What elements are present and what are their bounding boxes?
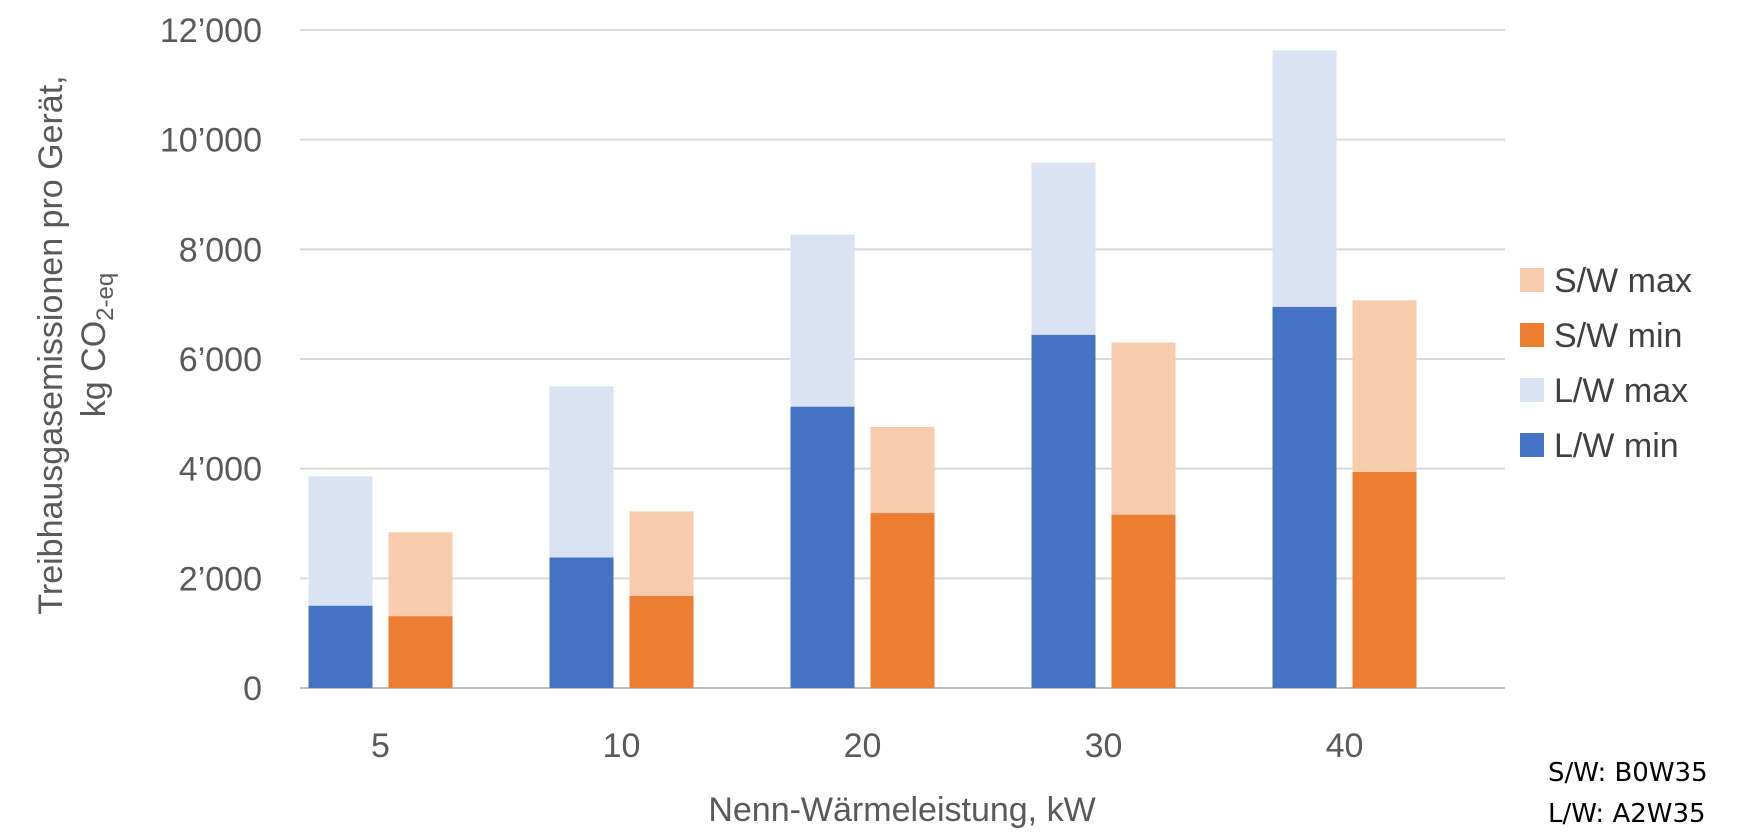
legend-swatch: [1520, 433, 1544, 457]
bar-lw-min-20: [790, 406, 855, 688]
legend-swatch: [1520, 323, 1544, 347]
bar-sw-max-5: [388, 532, 453, 617]
x-tick-label: 5: [371, 727, 390, 765]
x-tick-label: 10: [603, 727, 641, 765]
y-tick-label: 2’000: [179, 560, 262, 598]
y-axis-title-line1: Treibhausgasemissionen pro Gerät,: [32, 75, 70, 614]
bar-lw-max-5: [308, 476, 373, 606]
bar-sw-min-20: [870, 513, 935, 688]
bar-lw-max-30: [1031, 162, 1096, 335]
bar-sw-min-40: [1352, 471, 1417, 688]
legend-label: L/W min: [1554, 427, 1679, 465]
bar-sw-max-10: [629, 511, 694, 596]
bar-sw-min-10: [629, 595, 694, 688]
x-axis-ticks: 5 10 20 30 40: [371, 727, 1363, 765]
y-tick-label: 12’000: [160, 12, 262, 50]
legend-swatch: [1520, 378, 1544, 402]
bar-lw-min-30: [1031, 334, 1096, 688]
legend-label: S/W min: [1554, 317, 1682, 355]
y-tick-label: 0: [243, 670, 262, 708]
x-tick-label: 30: [1085, 727, 1123, 765]
bar-sw-max-20: [870, 426, 935, 514]
bar-lw-min-10: [549, 557, 614, 688]
bar-lw-min-5: [308, 605, 373, 688]
bar-sw-max-30: [1111, 342, 1176, 515]
bars: [308, 50, 1417, 688]
y-tick-label: 10’000: [160, 122, 262, 160]
bar-sw-max-40: [1352, 300, 1417, 472]
x-axis-title: Nenn-Wärmeleistung, kW: [708, 791, 1095, 829]
legend: S/W max S/W min L/W max L/W min: [1520, 262, 1692, 465]
legend-swatch: [1520, 268, 1544, 292]
y-axis-title-line2: kg CO2-eq: [75, 273, 119, 417]
y-tick-label: 6’000: [179, 341, 262, 379]
bar-lw-max-40: [1272, 50, 1337, 307]
note-sw: S/W: B0W35: [1548, 758, 1708, 788]
note-lw: L/W: A2W35: [1548, 799, 1706, 829]
y-axis-unit-subscript: 2-eq: [92, 273, 119, 321]
y-axis-ticks: 0 2’000 4’000 6’000 8’000 10’000 12’000: [160, 12, 262, 708]
y-axis-unit: kg CO: [75, 321, 113, 417]
x-tick-label: 20: [844, 727, 882, 765]
legend-label: L/W max: [1554, 372, 1688, 410]
bar-lw-min-40: [1272, 306, 1337, 688]
y-tick-label: 8’000: [179, 231, 262, 269]
legend-label: S/W max: [1554, 262, 1692, 300]
bar-sw-min-5: [388, 616, 453, 688]
x-tick-label: 40: [1326, 727, 1364, 765]
bar-lw-max-20: [790, 234, 855, 407]
bar-sw-min-30: [1111, 514, 1176, 688]
y-tick-label: 4’000: [179, 451, 262, 489]
bar-lw-max-10: [549, 386, 614, 558]
